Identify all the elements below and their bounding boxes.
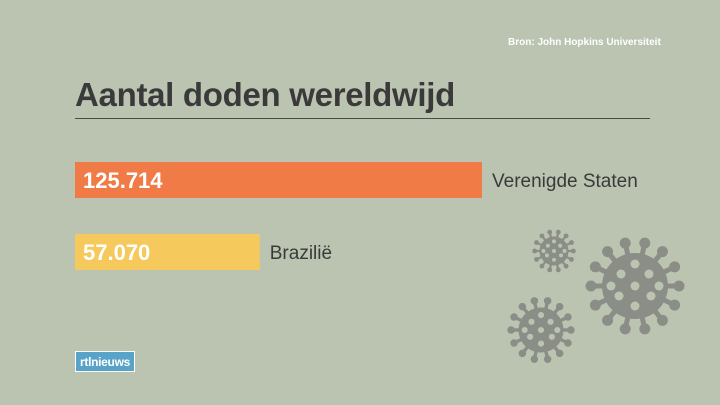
virus-icon	[585, 237, 685, 335]
chart-title: Aantal doden wereldwijd	[75, 76, 455, 113]
bar-0	[75, 162, 482, 198]
bar-category-label: Verenigde Staten	[492, 171, 638, 192]
source-note: Bron: John Hopkins Universiteit	[508, 37, 661, 48]
virus-icon	[507, 297, 575, 363]
title-divider	[75, 118, 650, 119]
bar-category-label: Brazilië	[270, 243, 332, 264]
bar-value-label: 57.070	[83, 240, 150, 265]
bar-1	[75, 234, 260, 270]
virus-icon	[532, 229, 576, 273]
bar-value-label: 125.714	[83, 168, 163, 193]
rtl-nieuws-logo: rtlnieuws	[75, 351, 135, 372]
